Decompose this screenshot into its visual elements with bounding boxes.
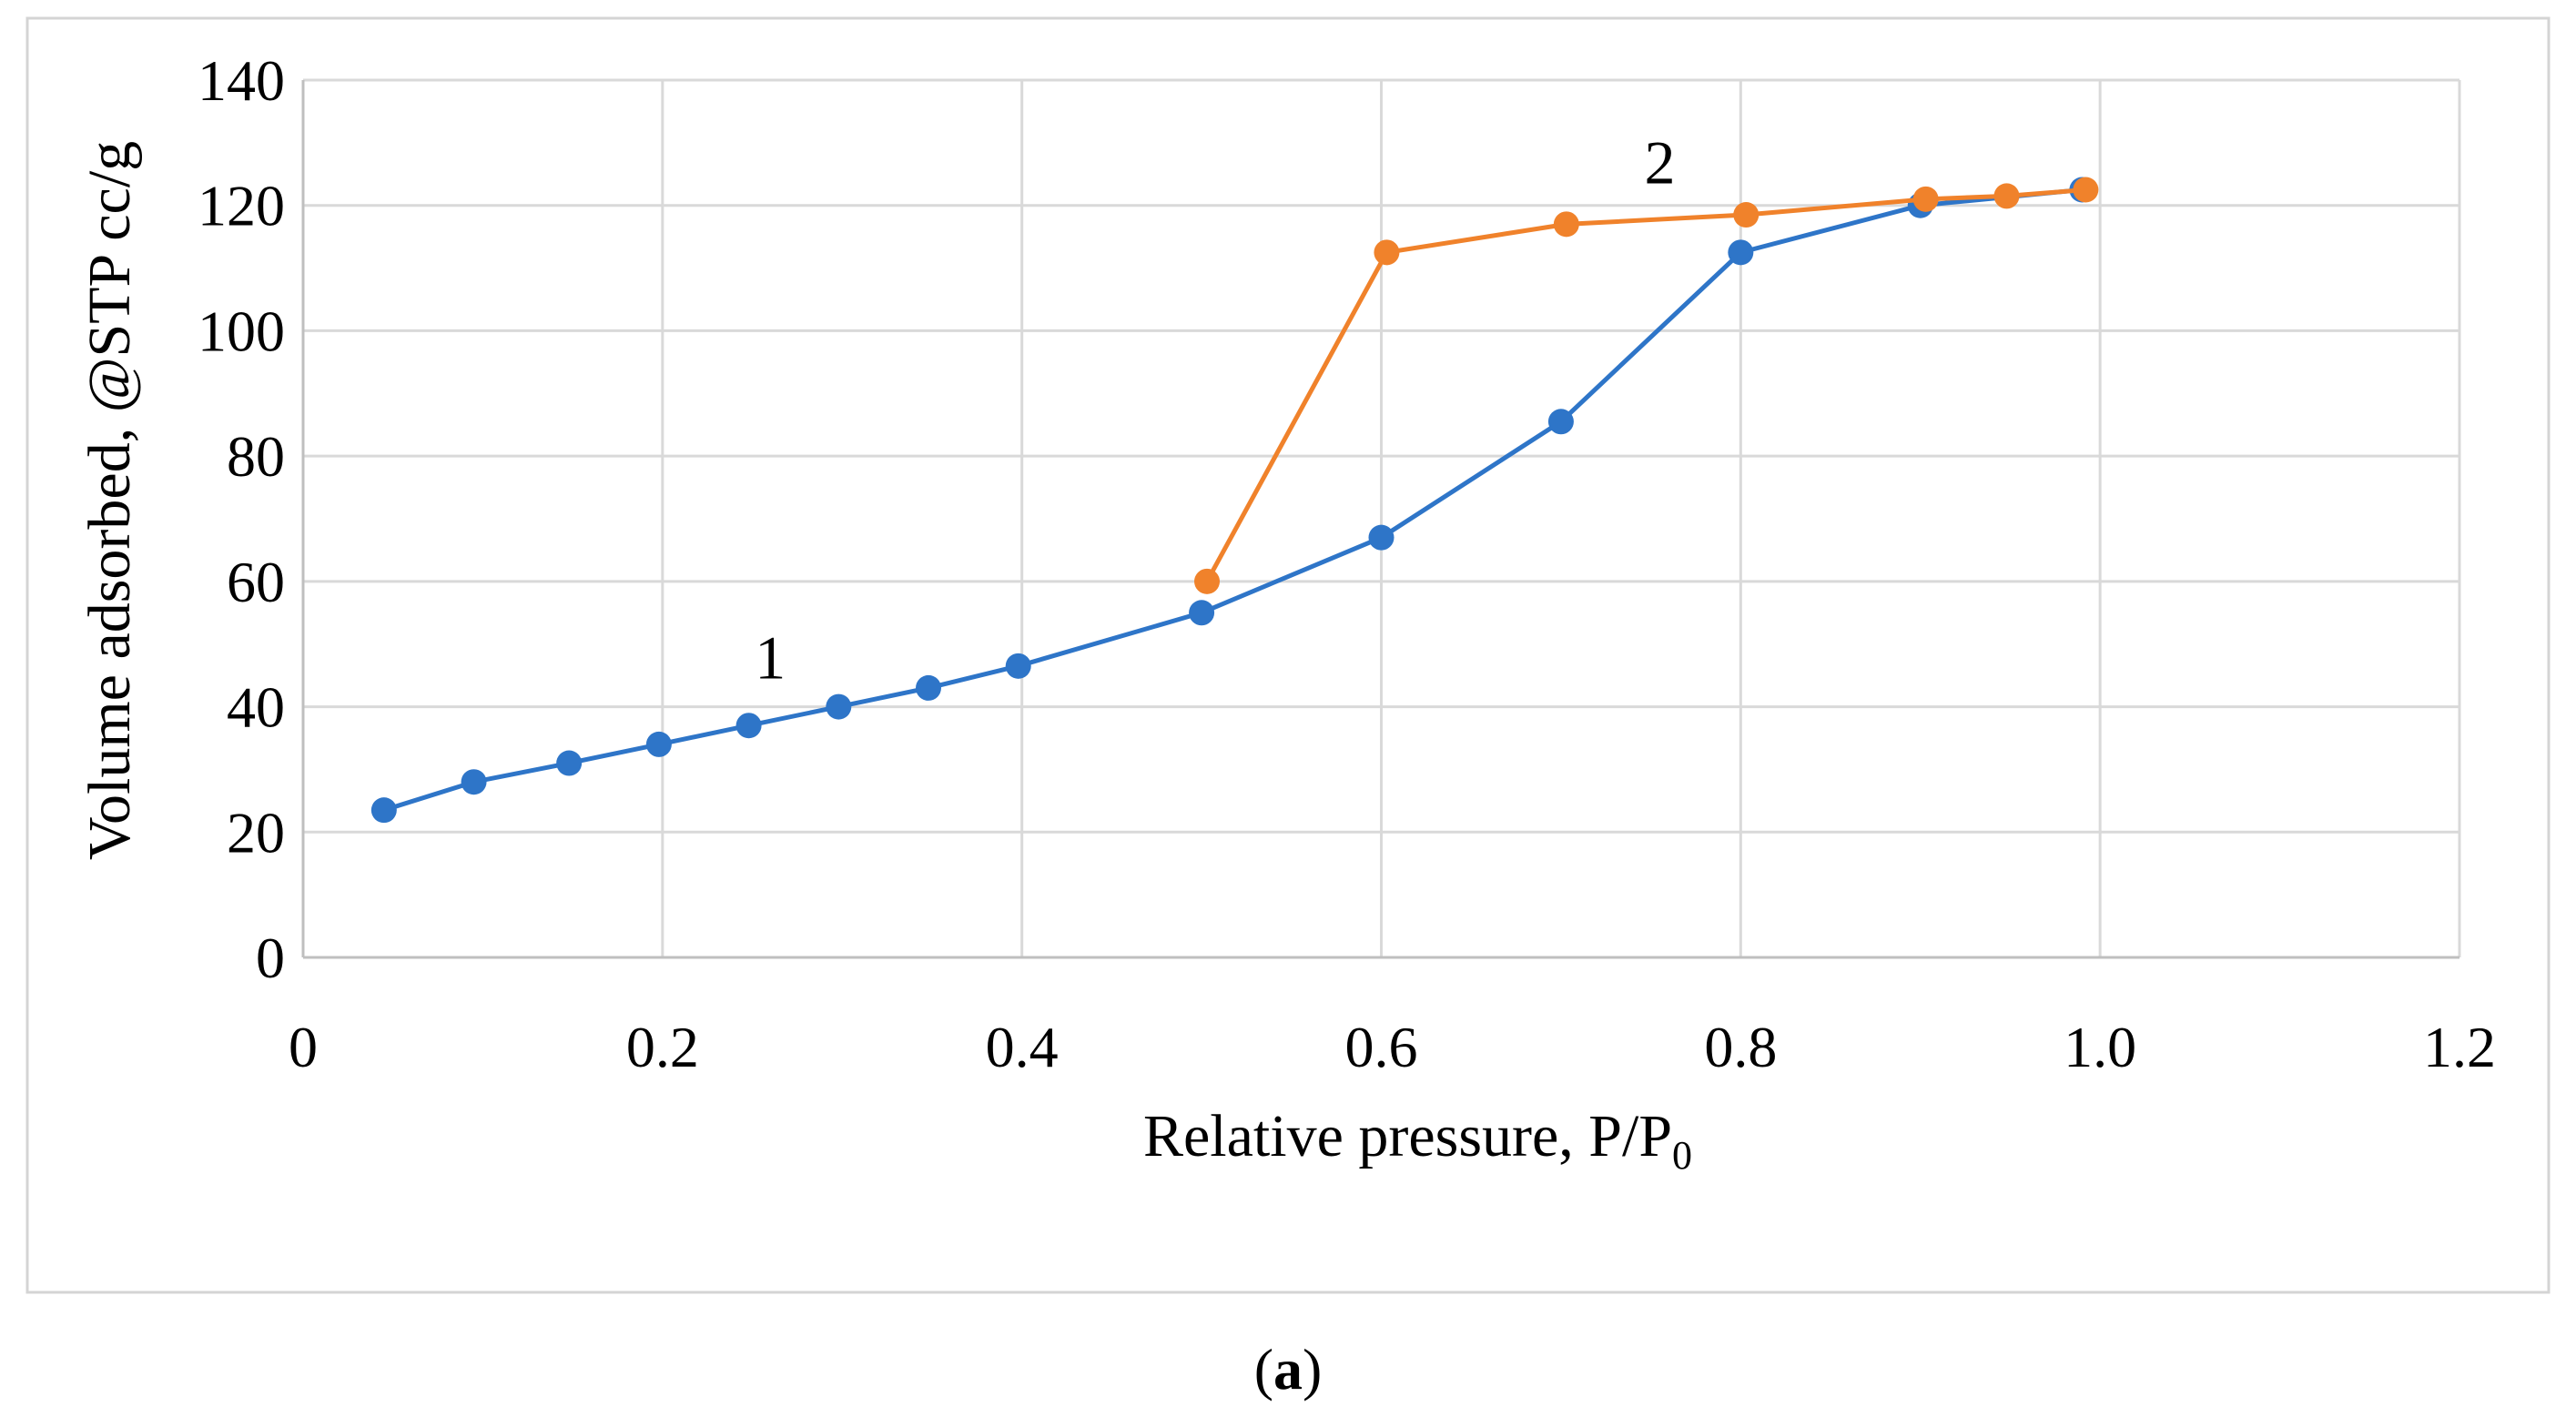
series-2-point — [1374, 239, 1400, 266]
y-tick-label: 20 — [227, 800, 285, 865]
y-axis-title: Volume adsorbed, @STP cc/g — [76, 141, 143, 860]
x-tick-label: 0.2 — [626, 1015, 699, 1079]
y-tick-label: 60 — [227, 550, 285, 614]
series-2-point — [2073, 177, 2099, 203]
series-1-point — [1728, 239, 1754, 266]
series-1-point — [1005, 653, 1031, 679]
series-1-point — [826, 693, 852, 720]
series-2-point — [1733, 202, 1760, 228]
series-1-line — [383, 187, 2083, 813]
curve-label-1: 1 — [755, 622, 786, 692]
data-series — [370, 177, 2099, 824]
series-2-point — [1912, 186, 1939, 212]
y-tick-label: 0 — [256, 926, 285, 990]
panel-label-open: ( — [1253, 1337, 1273, 1402]
x-tick-label: 0.8 — [1704, 1015, 1777, 1079]
series-1-point — [1368, 524, 1394, 551]
panel-label: (a) — [0, 1336, 2576, 1403]
x-axis-title-main: Relative pressure, P/P — [1143, 1103, 1672, 1169]
series-1-point — [1547, 409, 1574, 435]
series-1-point — [556, 750, 583, 776]
series-1-point — [645, 731, 672, 757]
chart-frame — [25, 16, 2551, 1294]
x-tick-label: 1.0 — [2064, 1015, 2136, 1079]
series-1-point — [461, 769, 487, 795]
x-axis-title-subscript: 0 — [1672, 1133, 1692, 1178]
y-tick-label: 100 — [198, 299, 285, 363]
y-tick-label: 80 — [227, 424, 285, 489]
series-1-point — [370, 797, 397, 824]
series-1-point — [1189, 600, 1215, 626]
series-2-point — [1553, 211, 1579, 238]
x-tick-label: 0.4 — [986, 1015, 1059, 1079]
y-tick-label: 40 — [227, 675, 285, 740]
x-tick-label: 1.2 — [2423, 1015, 2496, 1079]
x-axis-title: Relative pressure, P/P0 — [1143, 1103, 1692, 1178]
y-tick-label: 140 — [198, 48, 285, 113]
grid-lines — [303, 78, 2461, 957]
y-tick-label: 120 — [198, 174, 285, 238]
panel-label-letter: a — [1273, 1337, 1303, 1402]
series-1-point — [916, 674, 942, 701]
x-tick-label: 0 — [289, 1015, 318, 1079]
panel-label-close: ) — [1303, 1337, 1323, 1402]
axes: 0 0.2 0.4 0.6 0.8 1.0 1.2 0 20 40 60 80 100 120 140 — [198, 48, 2496, 1079]
curve-label-2: 2 — [1644, 128, 1675, 197]
x-tick-label: 0.6 — [1345, 1015, 1418, 1079]
series-2-point — [1194, 568, 1221, 594]
series-1-point — [735, 713, 762, 739]
series-2-point — [1993, 183, 2020, 209]
